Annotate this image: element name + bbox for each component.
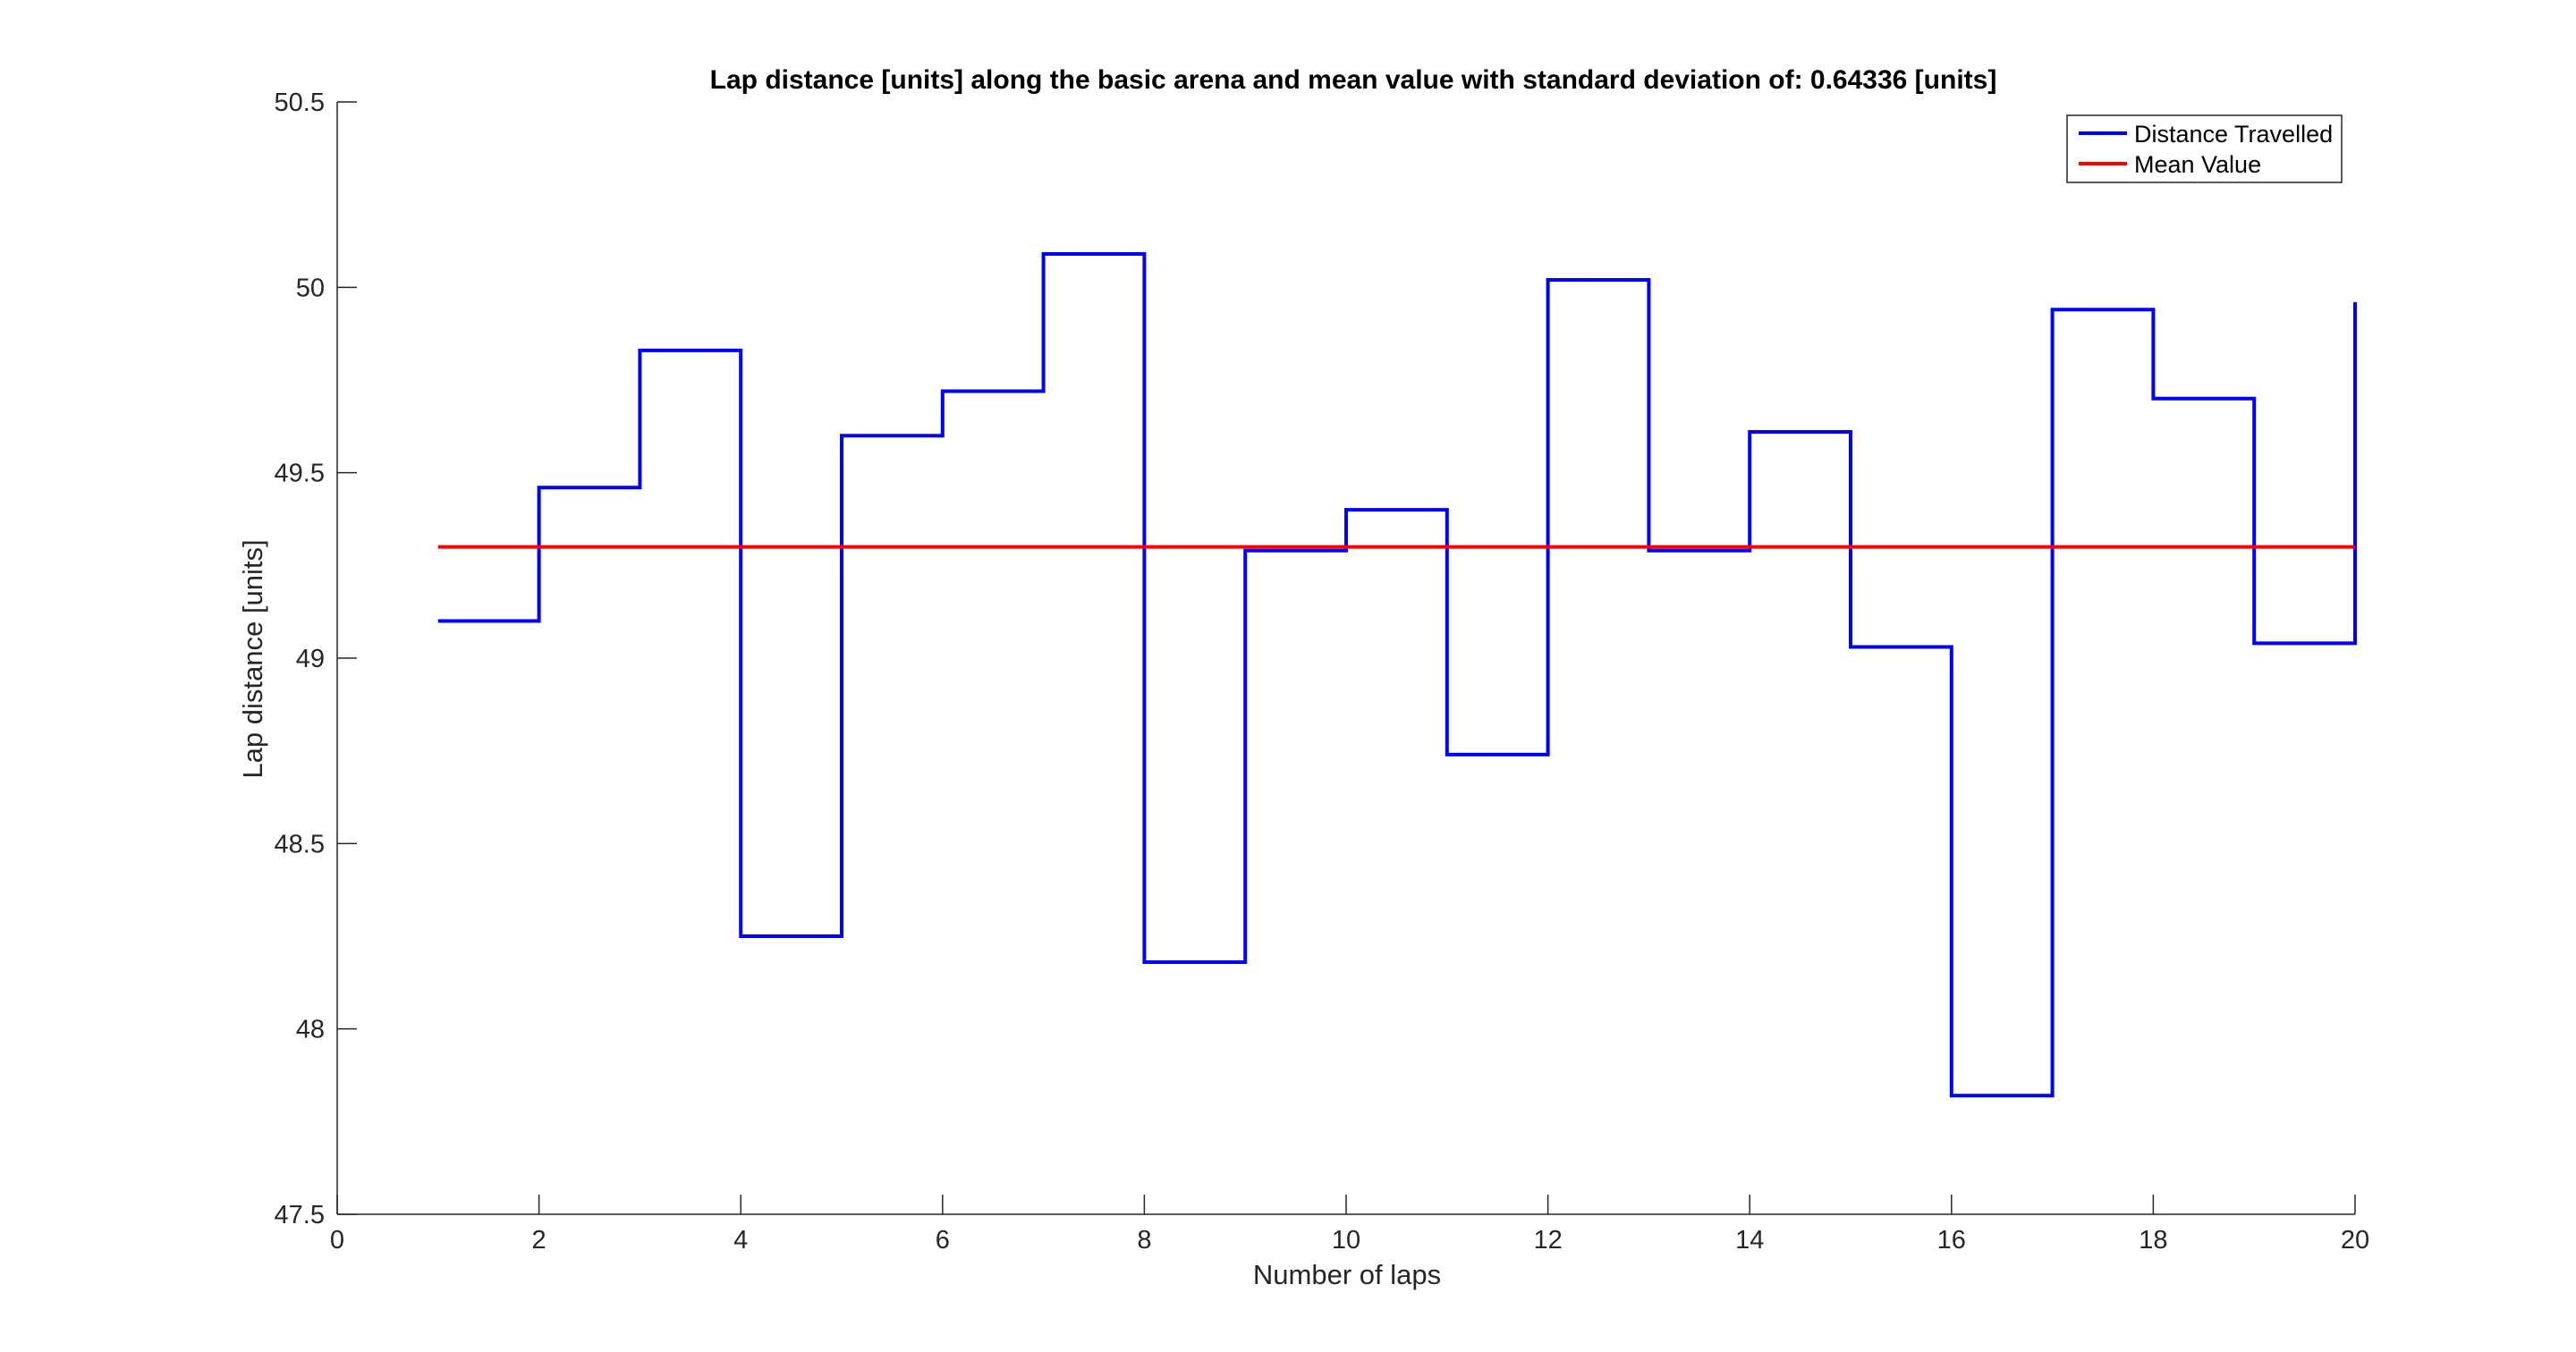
series-line-distance-travelled <box>437 252 2357 1098</box>
x-axis-label: Number of laps <box>1253 1259 1441 1290</box>
x-tick-label: 4 <box>733 1226 748 1255</box>
y-tick-label: 48.5 <box>275 830 325 858</box>
y-axis-label: Lap distance [units] <box>237 539 268 778</box>
x-tick-label: 10 <box>1332 1226 1360 1255</box>
x-tick-label: 0 <box>330 1226 344 1255</box>
legend: Distance Travelled Mean Value <box>2066 114 2343 183</box>
y-axis-ticks: 47.5 48 48.5 49 49.5 50 50.5 <box>275 89 357 1229</box>
y-tick-label: 49 <box>296 645 325 673</box>
chart-title: Lap distance [units] along the basic are… <box>710 65 1997 95</box>
x-tick-label: 16 <box>1937 1226 1966 1255</box>
y-tick-label: 50 <box>296 274 325 302</box>
x-axis-ticks: 0 2 4 6 8 10 12 14 16 18 20 <box>330 1195 2369 1255</box>
x-tick-label: 8 <box>1137 1226 1151 1255</box>
x-tick-label: 6 <box>936 1226 950 1255</box>
legend-label-distance-travelled: Distance Travelled <box>2134 121 2333 148</box>
x-tick-label: 18 <box>2139 1226 2167 1255</box>
plot-series <box>437 252 2357 1098</box>
x-tick-label: 20 <box>2341 1226 2369 1255</box>
y-tick-label: 49.5 <box>275 460 325 488</box>
y-tick-label: 47.5 <box>275 1201 325 1229</box>
legend-label-mean-value: Mean Value <box>2134 151 2261 178</box>
x-tick-label: 12 <box>1533 1226 1562 1255</box>
y-tick-label: 50.5 <box>275 89 325 117</box>
x-tick-label: 2 <box>532 1226 547 1255</box>
y-tick-label: 48 <box>296 1016 325 1044</box>
x-tick-label: 14 <box>1735 1226 1764 1255</box>
legend-box <box>2066 114 2343 183</box>
